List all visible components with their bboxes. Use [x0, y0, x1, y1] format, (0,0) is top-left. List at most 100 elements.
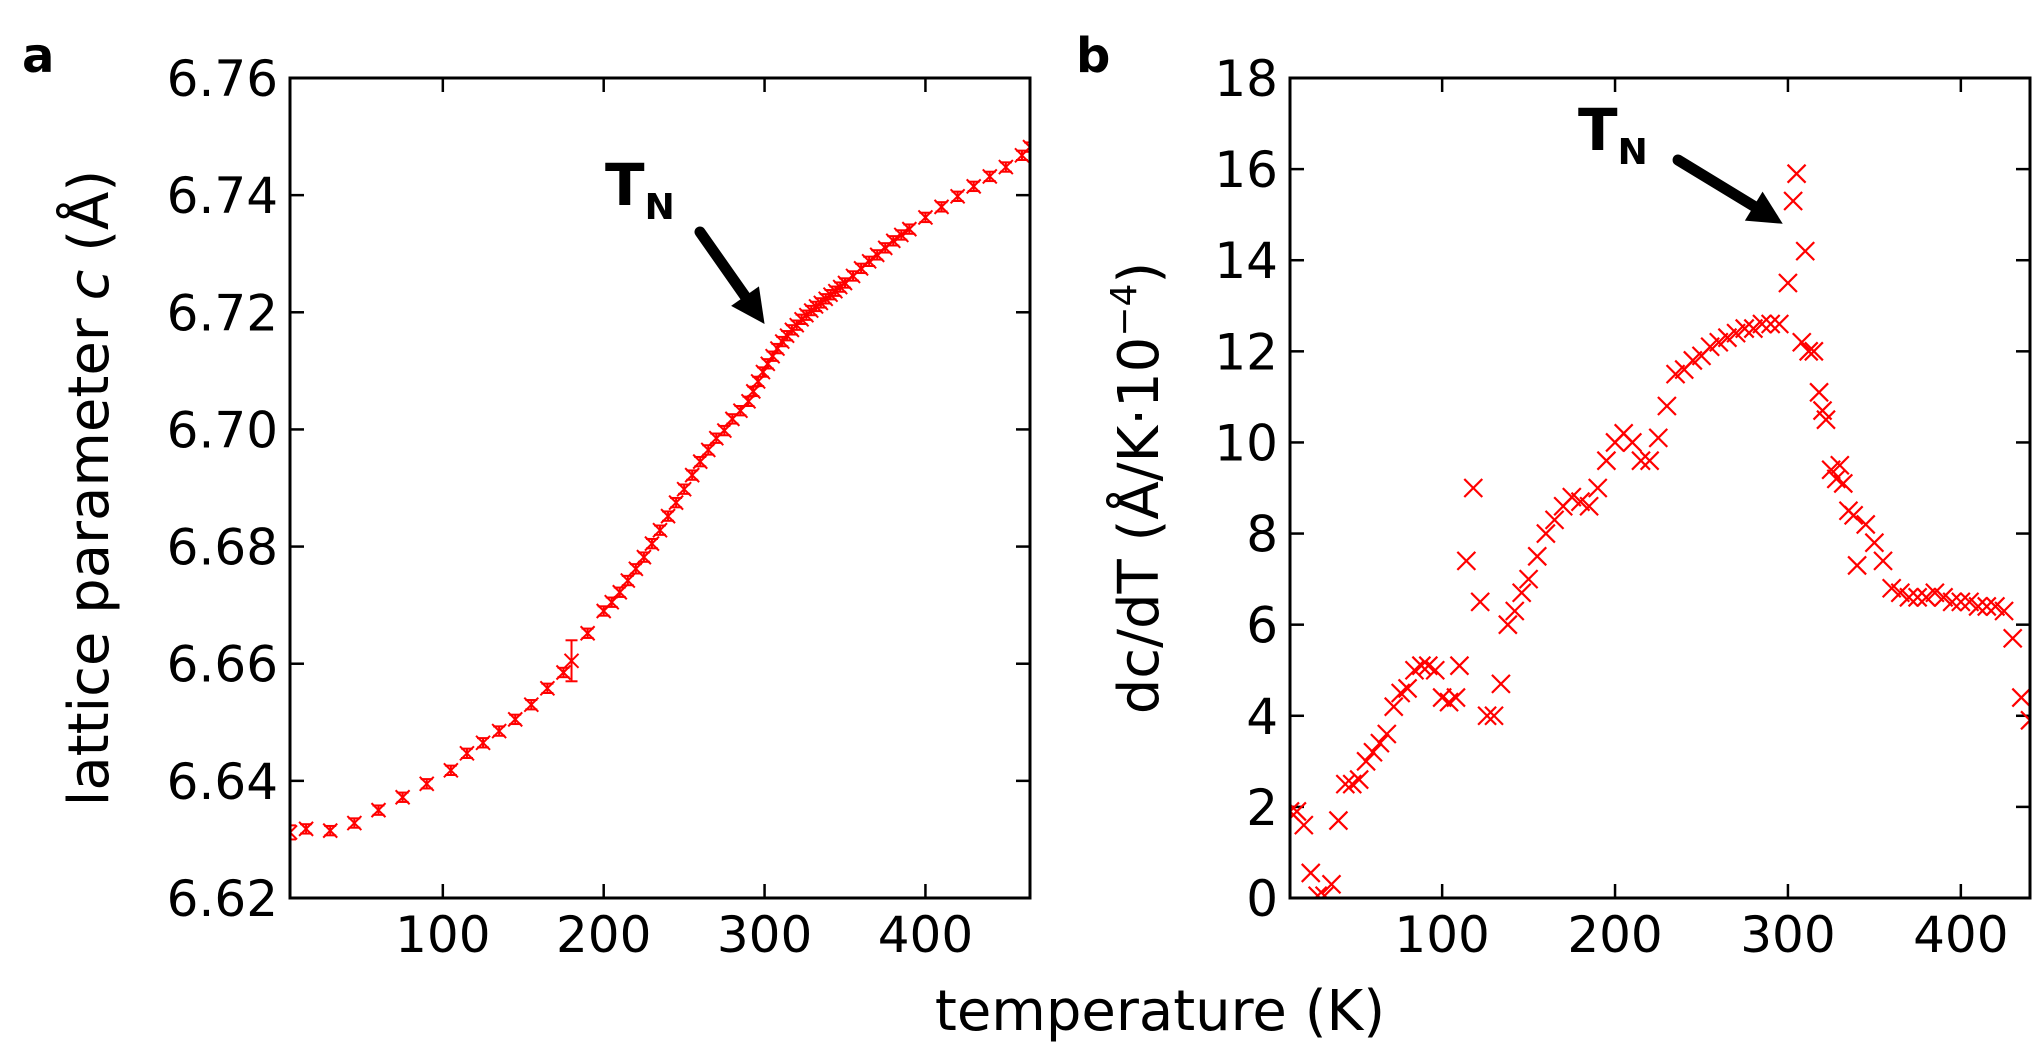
data-point — [636, 549, 652, 565]
data-point — [322, 822, 338, 839]
data-point — [949, 188, 966, 205]
y-tick-label: 6.74 — [167, 167, 278, 225]
data-point — [1769, 314, 1790, 334]
data-point — [917, 209, 934, 226]
data-point — [1843, 505, 1864, 526]
data-point — [965, 178, 982, 195]
data-point — [1809, 382, 1829, 403]
data-point — [933, 199, 950, 215]
data-point — [1470, 592, 1490, 612]
y-tick-label: 6 — [1246, 597, 1278, 655]
data-point — [1795, 241, 1816, 261]
x-tick-label: 300 — [717, 906, 812, 964]
x-tick-label: 200 — [1567, 906, 1662, 964]
data-point — [1873, 551, 1893, 571]
panel-b-tn-subscript: N — [1618, 132, 1648, 173]
y-tick-label: 18 — [1214, 50, 1278, 108]
data-point — [676, 481, 692, 497]
data-point — [1752, 314, 1772, 334]
panel-b-ticks — [1290, 76, 2030, 900]
data-point — [491, 723, 507, 739]
y-tick-label: 6.72 — [167, 284, 278, 342]
data-point — [628, 561, 644, 577]
panel-b-letter: b — [1076, 28, 1110, 84]
data-point — [1356, 751, 1376, 772]
y-tick-label: 16 — [1214, 141, 1278, 199]
data-point — [612, 584, 628, 600]
panel-b-tn-arrow — [1672, 154, 1783, 224]
data-point — [523, 697, 540, 713]
data-point — [1328, 810, 1349, 831]
panel-b-tick-labels: 100 200 300 400 0 2 4 6 8 10 12 14 16 18 — [1214, 50, 2008, 964]
data-point — [893, 227, 910, 243]
panel-a-y-label-post: (Å) — [56, 170, 122, 270]
data-point — [1778, 273, 1798, 293]
data-point — [579, 625, 596, 641]
y-tick-label: 6.62 — [167, 870, 278, 928]
data-point — [1377, 724, 1397, 744]
x-tick-label: 400 — [878, 906, 973, 964]
data-point — [555, 664, 572, 681]
data-point — [1734, 318, 1755, 339]
data-point — [1349, 769, 1369, 790]
data-point — [644, 535, 660, 552]
x-tick-label: 200 — [556, 906, 651, 964]
data-point — [620, 572, 636, 589]
data-point — [1899, 587, 1919, 608]
data-point — [1657, 396, 1677, 416]
data-point — [652, 522, 668, 538]
data-point — [1307, 885, 1328, 898]
data-point — [692, 453, 708, 470]
data-point — [1456, 551, 1477, 571]
y-tick-label: 4 — [1246, 688, 1278, 746]
y-tick-label: 10 — [1214, 414, 1278, 472]
data-point — [1783, 191, 1803, 211]
data-point — [539, 680, 556, 697]
data-point — [1491, 674, 1511, 694]
panel-b-data-marks — [1290, 163, 2030, 898]
data-point — [2011, 687, 2030, 708]
data-point — [1335, 774, 1356, 794]
panel-a-y-label-pre: lattice parameter — [57, 300, 122, 806]
data-point — [2002, 628, 2023, 649]
panel-b-y-label-sup: −4 — [1104, 284, 1145, 337]
y-tick-label: 2 — [1246, 779, 1278, 837]
panel-b: b 100 200 300 400 0 2 4 6 8 10 12 14 16 18 dc/dT (Å/K… — [1076, 28, 2032, 964]
data-point — [394, 789, 411, 805]
y-tick-label: 6.66 — [167, 636, 278, 694]
panel-b-y-label-post: ) — [1107, 262, 1172, 284]
data-point — [901, 221, 918, 237]
data-point — [724, 411, 741, 427]
data-point — [1622, 432, 1643, 453]
data-point — [1596, 450, 1617, 471]
panel-a-tn-subscript: N — [645, 187, 675, 228]
panel-a-y-label-italic: c — [57, 269, 122, 300]
data-point — [668, 494, 684, 511]
y-tick-label: 12 — [1214, 323, 1278, 381]
arrow-shaft — [1672, 154, 1760, 212]
data-point — [885, 233, 901, 249]
panel-b-y-label-pre: dc/dT (Å/K·10 — [1106, 337, 1172, 715]
y-tick-label: 6.70 — [167, 401, 278, 459]
arrow-head — [1744, 191, 1783, 224]
data-point — [982, 168, 998, 185]
arrow-head — [731, 286, 765, 324]
arrow-shaft — [694, 226, 751, 302]
data-point — [290, 824, 298, 841]
panel-a-tick-labels: 100 200 300 400 6.62 6.64 6.66 6.68 6.70 6.72 6.74… — [167, 50, 973, 964]
data-point — [1544, 510, 1565, 530]
data-point — [1463, 478, 1484, 498]
panel-a-tn-arrow — [694, 226, 765, 324]
data-point — [1942, 592, 1962, 612]
data-point — [1425, 660, 1446, 681]
data-point — [1804, 341, 1824, 362]
y-tick-label: 6.68 — [167, 519, 278, 577]
data-point — [1786, 163, 1807, 184]
panel-a-tn-label: TN — [605, 151, 675, 228]
data-point — [1760, 314, 1781, 334]
data-point — [716, 422, 733, 439]
data-point — [1798, 341, 1819, 362]
data-point — [1639, 450, 1660, 471]
data-point — [1791, 332, 1812, 353]
panel-b-tn-annotation: TN — [1578, 96, 1783, 224]
